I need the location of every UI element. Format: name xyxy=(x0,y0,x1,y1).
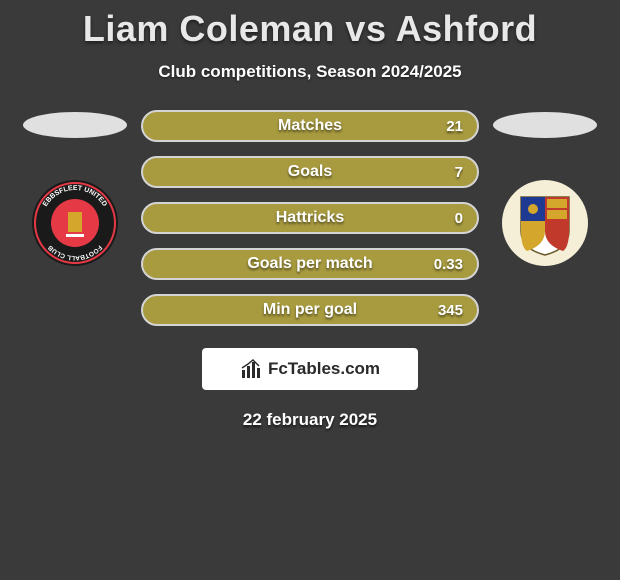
brand-text: FcTables.com xyxy=(268,359,380,379)
stat-bar-matches: Matches 21 xyxy=(141,110,479,142)
subtitle: Club competitions, Season 2024/2025 xyxy=(0,62,620,82)
club-crest-left: EBBSFLEET UNITED FOOTBALL CLUB xyxy=(32,180,118,266)
brand-badge[interactable]: FcTables.com xyxy=(202,348,418,390)
stat-label: Goals xyxy=(288,163,332,181)
stat-right-value: 345 xyxy=(438,302,463,319)
stat-label: Min per goal xyxy=(263,301,357,319)
club-crest-right xyxy=(502,180,588,266)
player-photo-placeholder-right xyxy=(493,112,597,138)
stat-label: Hattricks xyxy=(276,209,344,227)
date-text: 22 february 2025 xyxy=(0,410,620,430)
stat-right-value: 21 xyxy=(446,118,463,135)
ashford-crest-icon xyxy=(502,180,588,266)
stat-right-value: 0 xyxy=(455,210,463,227)
bar-chart-icon xyxy=(240,358,262,380)
right-column xyxy=(485,110,605,266)
page-title: Liam Coleman vs Ashford xyxy=(0,8,620,50)
stat-right-value: 7 xyxy=(455,164,463,181)
stat-label: Matches xyxy=(278,117,342,135)
stat-right-value: 0.33 xyxy=(434,256,463,273)
stat-bar-goals: Goals 7 xyxy=(141,156,479,188)
stat-bar-goals-per-match: Goals per match 0.33 xyxy=(141,248,479,280)
comparison-card: Liam Coleman vs Ashford Club competition… xyxy=(0,0,620,430)
stat-bar-min-per-goal: Min per goal 345 xyxy=(141,294,479,326)
stat-bar-hattricks: Hattricks 0 xyxy=(141,202,479,234)
ebbsfleet-crest-icon: EBBSFLEET UNITED FOOTBALL CLUB xyxy=(32,180,118,266)
left-column: EBBSFLEET UNITED FOOTBALL CLUB xyxy=(15,110,135,266)
stats-column: Matches 21 Goals 7 Hattricks 0 Goals per… xyxy=(135,110,485,326)
player-photo-placeholder-left xyxy=(23,112,127,138)
stat-label: Goals per match xyxy=(247,255,372,273)
main-row: EBBSFLEET UNITED FOOTBALL CLUB Mat xyxy=(0,110,620,326)
